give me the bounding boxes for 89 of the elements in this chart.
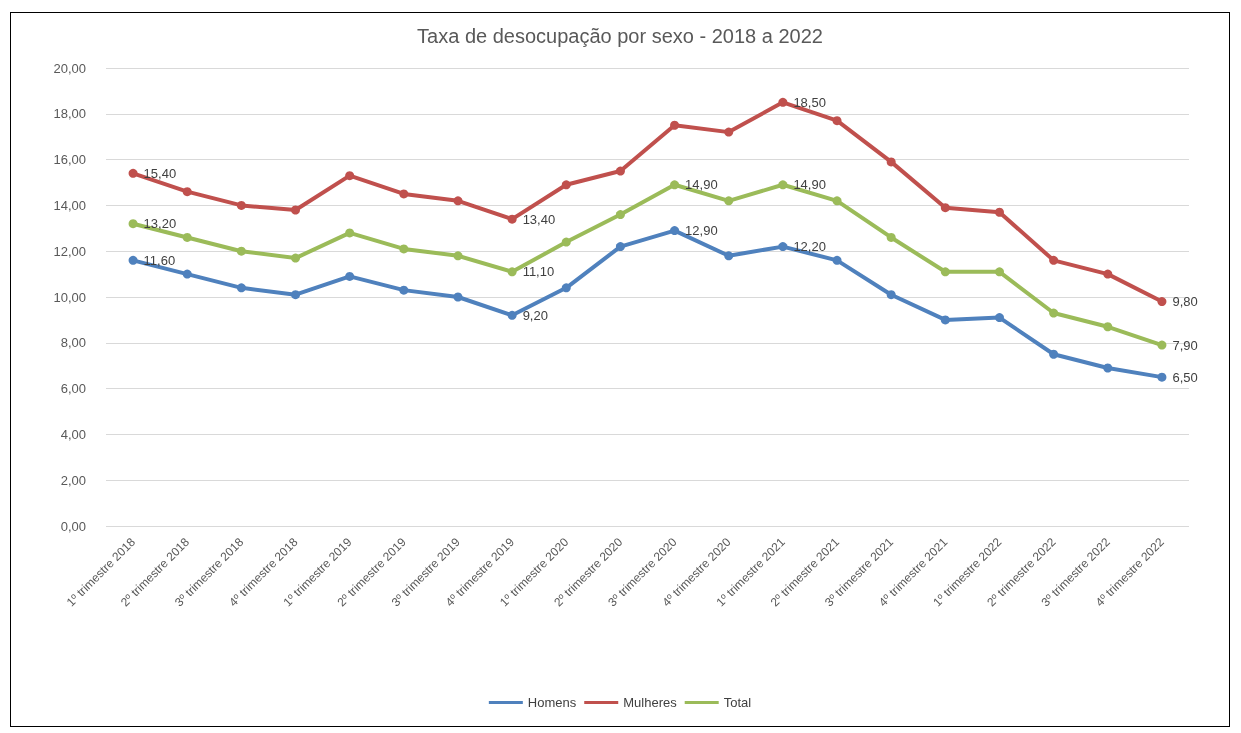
point (615, 242, 625, 252)
data-label: 6,50 (1172, 369, 1198, 385)
point (236, 200, 246, 210)
point (453, 251, 463, 261)
point (507, 214, 517, 224)
point (291, 205, 301, 215)
data-label: 12,90 (685, 223, 718, 239)
point (832, 255, 842, 265)
point (1049, 349, 1059, 359)
data-label: 9,20 (522, 307, 548, 323)
point (1049, 308, 1059, 318)
point (453, 196, 463, 206)
point (615, 166, 625, 176)
y-tick-label: 12,00 (53, 243, 86, 259)
data-label: 14,90 (685, 177, 718, 193)
point (128, 255, 138, 265)
point (345, 271, 355, 281)
point (1103, 363, 1113, 373)
y-tick-label: 14,00 (53, 197, 86, 213)
point (670, 120, 680, 130)
y-tick-label: 6,00 (60, 381, 86, 397)
point (940, 315, 950, 325)
point (399, 244, 409, 254)
y-tick-label: 20,00 (53, 60, 86, 76)
y-tick-label: 2,00 (60, 472, 86, 488)
point (1103, 322, 1113, 332)
data-label: 18,50 (793, 94, 826, 110)
point (724, 196, 734, 206)
point (128, 168, 138, 178)
data-label: 9,80 (1172, 294, 1198, 310)
point (670, 180, 680, 190)
y-tick-label: 10,00 (53, 289, 86, 305)
point (561, 237, 571, 247)
point (1157, 340, 1167, 350)
data-label: 12,20 (793, 239, 826, 255)
y-tick-label: 16,00 (53, 152, 86, 168)
y-tick-label: 0,00 (60, 518, 86, 534)
point (399, 189, 409, 199)
point (291, 290, 301, 300)
data-label: 15,40 (143, 165, 177, 181)
point (236, 246, 246, 256)
point (940, 203, 950, 213)
point (615, 210, 625, 220)
point (724, 127, 734, 137)
point (724, 251, 734, 261)
point (778, 97, 788, 107)
point (1157, 372, 1167, 382)
point (561, 180, 571, 190)
point (507, 267, 517, 277)
point (182, 269, 192, 279)
point (832, 116, 842, 126)
point (182, 187, 192, 197)
data-label: 11,60 (143, 252, 176, 268)
data-label: 13,20 (143, 216, 177, 232)
point (886, 157, 896, 167)
data-label: 13,40 (522, 211, 556, 227)
point (1049, 255, 1059, 265)
point (994, 267, 1004, 277)
point (778, 242, 788, 252)
chart-title: Taxa de desocupação por sexo - 2018 a 2022 (417, 25, 823, 47)
point (182, 232, 192, 242)
legend-label: Homens (527, 695, 577, 710)
point (778, 180, 788, 190)
point (832, 196, 842, 206)
point (994, 207, 1004, 217)
point (453, 292, 463, 302)
legend-label: Total (723, 695, 752, 710)
data-label: 14,90 (793, 177, 826, 193)
point (128, 219, 138, 229)
point (345, 171, 355, 181)
point (670, 226, 680, 236)
y-tick-label: 18,00 (53, 106, 86, 122)
point (994, 313, 1004, 323)
point (399, 285, 409, 295)
y-tick-label: 8,00 (60, 335, 86, 351)
point (236, 283, 246, 293)
y-tick-label: 4,00 (60, 426, 86, 442)
point (561, 283, 571, 293)
point (940, 267, 950, 277)
point (345, 228, 355, 238)
legend-label: Mulheres (623, 695, 678, 710)
point (291, 253, 301, 263)
point (886, 290, 896, 300)
point (507, 310, 517, 320)
point (886, 232, 896, 242)
data-label: 7,90 (1172, 337, 1198, 353)
point (1157, 297, 1167, 307)
data-label: 11,10 (522, 264, 555, 280)
point (1103, 269, 1113, 279)
